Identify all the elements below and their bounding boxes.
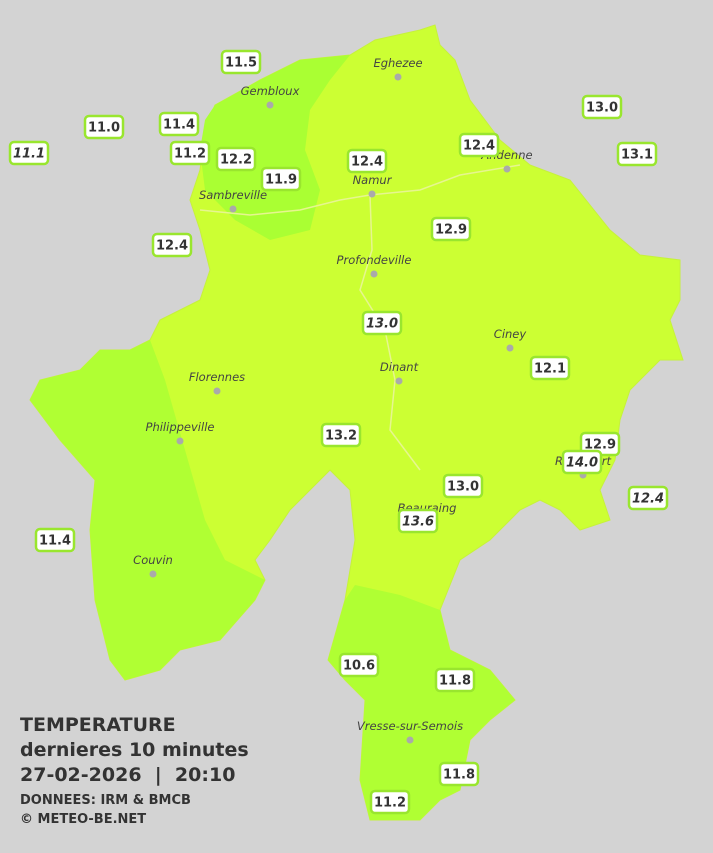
city-dot [213, 387, 221, 395]
station-value: 12.9 [435, 223, 467, 238]
station-box [616, 141, 658, 167]
city-dot [229, 205, 237, 213]
station-value: 11.8 [439, 674, 471, 689]
station-value: 12.4 [156, 239, 188, 254]
legend-title: TEMPERATURE [20, 714, 176, 736]
station-box [627, 485, 669, 511]
station-value: 11.4 [163, 118, 195, 133]
station-box [169, 140, 211, 166]
station-box [442, 473, 484, 499]
green-zone [30, 340, 265, 680]
station-box [338, 652, 380, 678]
station-box [151, 232, 193, 258]
station-value: 12.9 [584, 438, 616, 453]
city-dot [406, 736, 414, 744]
station-value: 13.2 [325, 429, 357, 444]
station-box [220, 49, 262, 75]
station-value: 13.1 [621, 148, 653, 163]
station-box [260, 166, 302, 192]
station-value: 13.6 [402, 515, 434, 530]
city-dot [506, 344, 514, 352]
station-box [8, 140, 50, 166]
station-box [369, 789, 411, 815]
green-zone [200, 55, 350, 240]
station-value: 11.8 [443, 768, 475, 783]
city-name: Profondeville [337, 253, 412, 267]
station-value: 13.0 [447, 480, 479, 495]
station-box [529, 355, 571, 381]
station-box [397, 508, 439, 534]
city-name: Sambreville [199, 188, 267, 202]
station-box [320, 422, 362, 448]
city-name: Couvin [133, 553, 173, 567]
city-name: Dinant [380, 360, 419, 374]
legend-subtitle: dernieres 10 minutes [20, 739, 249, 761]
station-box [430, 216, 472, 242]
city-name: Philippeville [146, 420, 215, 434]
station-value: 11.2 [174, 147, 206, 162]
city-dot [176, 437, 184, 445]
station-box [215, 146, 257, 172]
city-name: Vresse-sur-Semois [357, 719, 463, 733]
city-name: Ciney [494, 327, 527, 341]
station-box [158, 111, 200, 137]
station-box [361, 310, 403, 336]
city-name: Gembloux [241, 84, 300, 98]
city-name: Namur [353, 173, 393, 187]
station-value: 11.9 [265, 173, 297, 188]
legend-copyright: © METEO-BE.NET [20, 812, 146, 827]
legend-source: DONNEES: IRM & BMCB [20, 793, 191, 808]
station-value: 10.6 [343, 659, 375, 674]
station-box [561, 449, 603, 475]
city-dot [370, 270, 378, 278]
city-name: Florennes [189, 370, 245, 384]
station-box [438, 761, 480, 787]
station-box [581, 94, 623, 120]
station-value: 11.5 [225, 56, 257, 71]
city-dot [368, 190, 376, 198]
green-zone [328, 585, 515, 820]
station-value: 14.0 [566, 456, 598, 471]
city-dot [394, 73, 402, 81]
city-name: Eghezee [373, 56, 422, 70]
station-box [34, 527, 76, 553]
station-value: 11.1 [13, 147, 45, 162]
station-value: 12.1 [534, 362, 566, 377]
station-value: 11.4 [39, 534, 71, 549]
station-value: 11.0 [88, 121, 120, 136]
station-value: 13.0 [366, 317, 398, 332]
station-value: 11.2 [374, 796, 406, 811]
city-dot [266, 101, 274, 109]
station-box [346, 148, 388, 174]
station-box [434, 667, 476, 693]
station-value: 12.4 [632, 492, 664, 507]
station-box [458, 132, 500, 158]
station-box [83, 114, 125, 140]
station-value: 12.2 [220, 153, 252, 168]
station-value: 12.4 [351, 155, 383, 170]
station-value: 12.4 [463, 139, 495, 154]
city-dot [395, 377, 403, 385]
legend-datetime: 27-02-2026 | 20:10 [20, 764, 235, 786]
city-dot [503, 165, 511, 173]
station-value: 13.0 [586, 101, 618, 116]
city-dot [149, 570, 157, 578]
